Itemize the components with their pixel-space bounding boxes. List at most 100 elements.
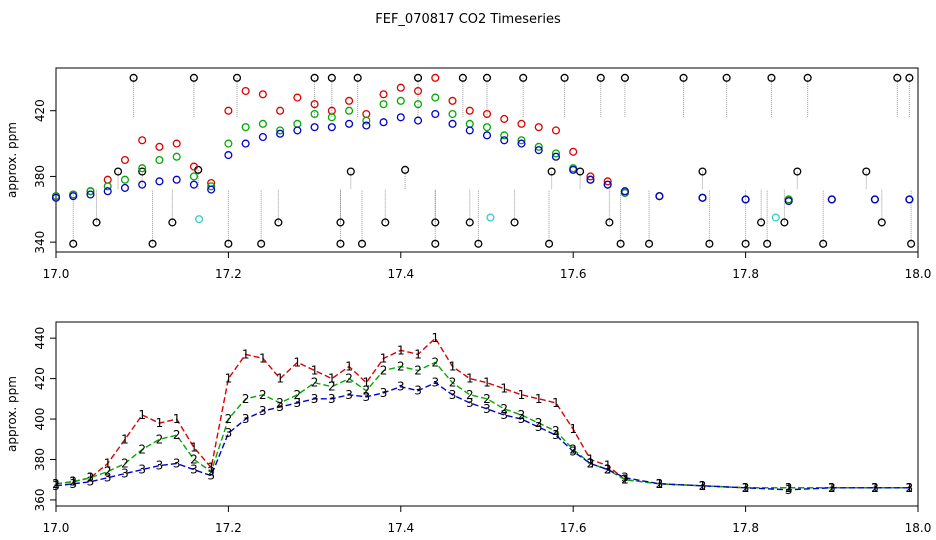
series-2-marker: 2 [138,442,146,456]
series-2-marker: 2 [483,392,491,406]
series-1-point [276,106,285,115]
black-point [757,218,766,227]
series-3-marker: 3 [87,475,95,489]
series-3-point [448,119,457,128]
series-1-point [310,100,319,109]
black-point [336,239,345,248]
series-1-point [569,147,578,156]
series-3-point [655,192,664,201]
x-tick-label: 17.6 [560,267,587,281]
series-2-point [413,100,423,109]
series-1-marker: 1 [742,481,750,495]
series-2-marker: 2 [52,477,60,491]
series-1-marker: 1 [242,347,250,361]
series-3-marker: 3 [156,459,164,473]
series-1-marker: 1 [104,457,112,471]
black-point [274,218,283,227]
series-3-marker: 3 [656,477,664,491]
series-1-marker: 1 [828,481,836,495]
series-2-point [172,152,181,161]
series-2-point [138,164,147,173]
black-point [705,239,714,248]
series-2-line [55,361,910,489]
series-2-marker: 2 [345,372,353,386]
series-1-marker: 1 [190,440,198,454]
top-x-axis: 17.0 17.2 17.4 17.6 17.8 18.0 [43,252,931,281]
series-2-marker: 2 [104,465,112,479]
series-1-marker: 1 [121,432,129,446]
black-point [510,218,519,227]
cyan-point [195,215,204,224]
series-3-marker: 3 [121,467,129,481]
series-3-marker: 3 [785,483,793,497]
series-3-marker: 3 [69,477,77,491]
y-tick-label: 420 [33,367,47,390]
black-point [616,239,625,248]
black-point [620,73,629,82]
series-2-marker: 2 [500,402,508,416]
series-3-marker: 3 [225,426,233,440]
series-3-point [827,195,836,204]
series-2-marker: 2 [69,475,77,489]
black-point [793,167,802,176]
series-2-point [241,123,250,132]
black-point [465,218,474,227]
series-3-point [189,180,198,189]
top-drop-lines [72,77,912,244]
series-2-point [120,175,130,184]
black-point [431,218,440,227]
series-1-point [155,142,164,151]
chart-title: FEF_070817 CO2 Timeseries [375,12,561,27]
black-point [458,73,467,82]
series-2-marker: 2 [414,364,422,378]
bottom-plot-frame [55,321,919,507]
series-2-marker: 2 [362,384,370,398]
series-3-marker: 3 [621,471,629,485]
black-point [129,73,138,82]
black-point [114,167,123,176]
series-2-point [327,113,336,122]
series-3-marker: 3 [569,444,577,458]
black-point [381,218,390,227]
series-1-marker: 1 [345,359,353,373]
series-3-point [569,165,578,174]
series-3-marker: 3 [414,384,422,398]
series-3-point [155,177,164,186]
series-1-marker: 1 [466,372,474,386]
series-3-point [327,123,336,132]
series-3-point [784,197,793,206]
series-2-marker: 2 [311,376,319,390]
x-tick-label: 17.2 [215,267,242,281]
series-3-marker: 3 [173,457,181,471]
x-tick-label: 17.0 [43,267,70,281]
series-1-marker: 1 [785,481,793,495]
series-3-marker: 3 [466,396,474,410]
black-point [596,73,605,82]
black-point [482,73,492,82]
series-2-point [224,139,233,148]
series-3-point [870,195,879,204]
series-3-line [55,381,910,491]
black-point [605,218,614,227]
black-point [741,239,750,248]
y-tick-label: 440 [33,327,47,350]
series-1-marker: 1 [449,359,457,373]
series-2-marker: 2 [569,442,577,456]
series-3-point [138,180,147,189]
series-1-marker: 1 [173,412,181,426]
top-series-2 [51,93,914,204]
y-tick-label: 360 [33,488,47,511]
series-3-marker: 3 [311,392,319,406]
series-3-point [413,116,423,125]
black-point [907,239,916,248]
series-3-marker: 3 [328,392,336,406]
series-2-point [396,96,405,105]
series-1-point [448,96,457,105]
series-1-marker: 1 [699,479,707,493]
y-tick-label: 420 [33,99,47,122]
black-point [722,73,731,82]
series-2-point [258,119,267,128]
series-1-marker: 1 [414,347,422,361]
